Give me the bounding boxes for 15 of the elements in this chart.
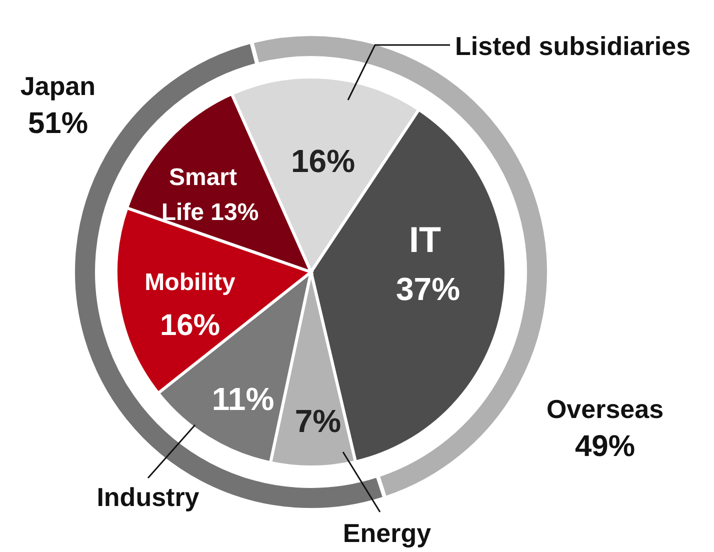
slice-label: IT [409,219,441,260]
slice-label: Industry [96,482,200,512]
data-label: 11% [212,381,274,417]
slice-label: Energy [342,518,432,548]
slice-label: Japan [20,71,96,101]
slice-label: Overseas [546,394,664,424]
data-label: 51% [28,107,88,140]
slice-label: Mobility [144,269,236,296]
slice-label: Listed subsidiaries [455,31,691,61]
data-label: 7% [294,403,342,439]
data-label: 49% [574,430,636,463]
data-label: 37% [396,271,460,307]
data-label: 16% [290,143,356,179]
data-label: 16% [160,309,220,342]
slice-label: Smart Life 13% [161,164,259,226]
